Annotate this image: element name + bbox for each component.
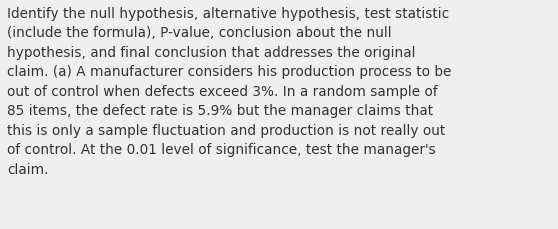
Text: Identify the null hypothesis, alternative hypothesis, test statistic
(include th: Identify the null hypothesis, alternativ… (7, 7, 451, 176)
